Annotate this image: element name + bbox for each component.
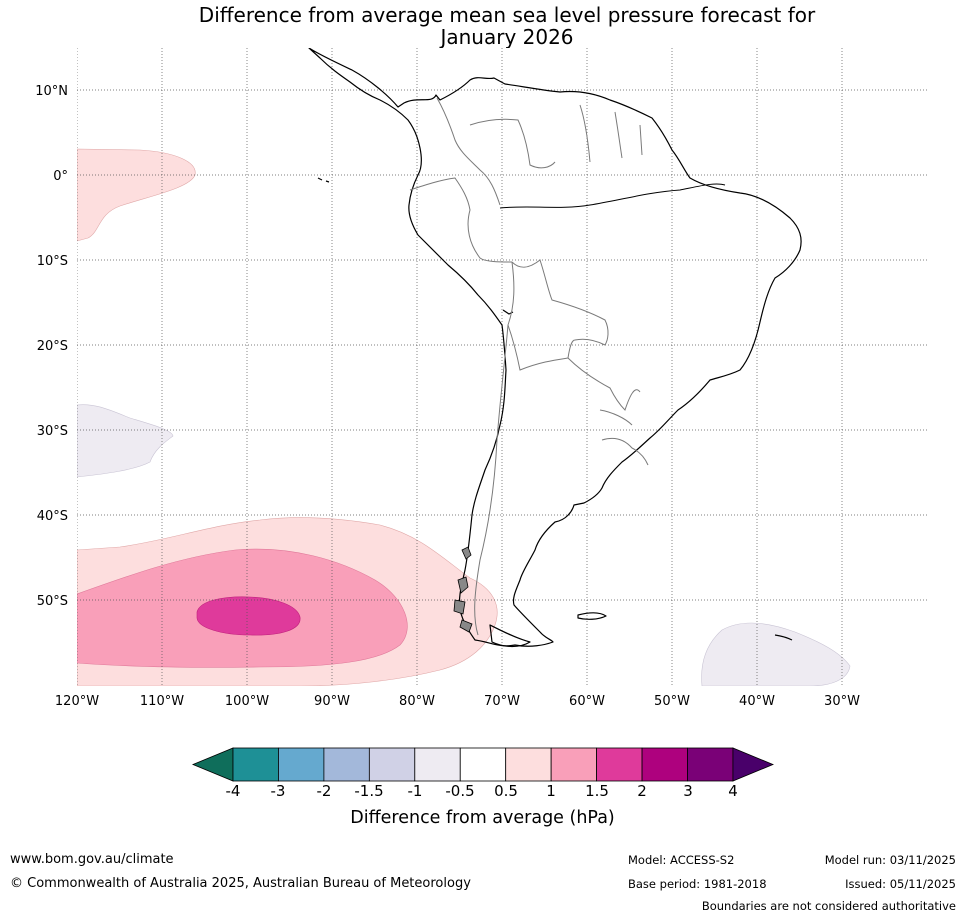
footer-copyright: © Commonwealth of Australia 2025, Austra… [10,876,471,891]
lon-tick: 100°W [225,694,269,709]
title-line-1: Difference from average mean sea level p… [198,3,816,27]
south-georgia [774,634,793,641]
border-paraguay [567,357,641,411]
tierra-del-fuego [489,624,531,648]
footer-url: www.bom.gov.au/climate [10,852,174,867]
border-bolivia [507,261,606,371]
lon-tick: 90°W [314,694,350,709]
colorbar-tick: 2 [637,782,647,800]
lat-tick: 10°S [37,254,68,269]
footer-model-run: Model run: 03/11/2025 [824,853,956,867]
lat-tick: 10°N [35,84,68,99]
graticule [77,48,927,686]
colorbar-swatch [368,747,416,782]
border-argentina-brazil-uruguay [599,409,649,466]
colorbar-tick: -1 [407,782,423,800]
lat-tick: 40°S [37,509,68,524]
lon-tick: 50°W [654,694,690,709]
galapagos [317,177,330,183]
colorbar-swatch [414,747,461,782]
amazon-river [499,183,726,209]
lon-tick: 120°W [55,694,99,709]
border-colombia [436,97,501,206]
border-brazil-west [511,259,609,346]
border-venezuela [469,118,556,169]
colorbar-tick: -4 [225,782,241,800]
title-line-2: January 2026 [440,25,574,49]
colorbar-title: Difference from average (hPa) [350,808,615,828]
anomaly-layer [77,148,851,686]
colorbar-tick-labels: -4 -3 -2 -1.5 -1 -0.5 0.5 1 1.5 2 3 4 [0,782,965,804]
colorbar-swatch [278,747,325,782]
chilean-archipelago [453,546,473,633]
anomaly-southeast-pacific-core [196,596,301,636]
colorbar-tick: -0.5 [445,782,475,800]
footer-issued: Issued: 05/11/2025 [845,877,956,891]
south-america-coastline [308,48,802,647]
colorbar-extend-high [732,747,774,782]
anomaly-south-atlantic [701,622,851,686]
colorbar-swatch [459,747,507,782]
longitude-labels: 120°W 110°W 100°W 90°W 80°W 70°W 60°W 50… [55,694,860,709]
lon-tick: 30°W [824,694,860,709]
colorbar-extend-low [191,747,234,782]
lat-tick: 30°S [37,424,68,439]
lon-tick: 110°W [140,694,184,709]
colorbar-tick: 1.5 [585,782,609,800]
lon-tick: 40°W [739,694,775,709]
colorbar-tick: -1.5 [354,782,384,800]
latitude-labels: 10°N 0° 10°S 20°S 30°S 40°S 50°S [35,84,68,609]
colorbar-swatch [232,747,279,782]
anomaly-subtropical-pacific [77,404,174,478]
colorbar-tick: -3 [270,782,286,800]
colorbar-swatch [687,747,734,782]
coastline-layer [308,48,802,648]
footer-base-period: Base period: 1981-2018 [628,877,767,891]
colorbar-swatch [641,747,688,782]
lon-tick: 80°W [399,694,435,709]
colorbar-tick: 4 [728,782,738,800]
colorbar-swatch [323,747,370,782]
footer-disclaimer: Boundaries are not considered authoritat… [701,899,956,913]
lat-tick: 0° [53,169,68,184]
lon-tick: 60°W [569,694,605,709]
lat-tick: 50°S [37,594,68,609]
map-title: Difference from average mean sea level p… [150,4,864,48]
lat-tick: 20°S [37,339,68,354]
colorbar-swatch [596,747,643,782]
colorbar-tick: 0.5 [494,782,518,800]
colorbar-tick: 1 [546,782,556,800]
colorbar-tick: 3 [683,782,693,800]
border-guyanas [579,104,643,163]
colorbar [191,747,774,782]
anomaly-east-pacific-equatorial [77,148,196,242]
border-chile-argentina [474,324,509,636]
colorbar-tick: -2 [316,782,332,800]
colorbar-swatch [505,747,552,782]
lon-tick: 70°W [484,694,520,709]
falkland-islands [577,612,607,620]
country-borders [409,97,649,636]
colorbar-swatch [550,747,598,782]
footer-model: Model: ACCESS-S2 [628,853,735,867]
border-ecuador-peru [409,177,513,263]
